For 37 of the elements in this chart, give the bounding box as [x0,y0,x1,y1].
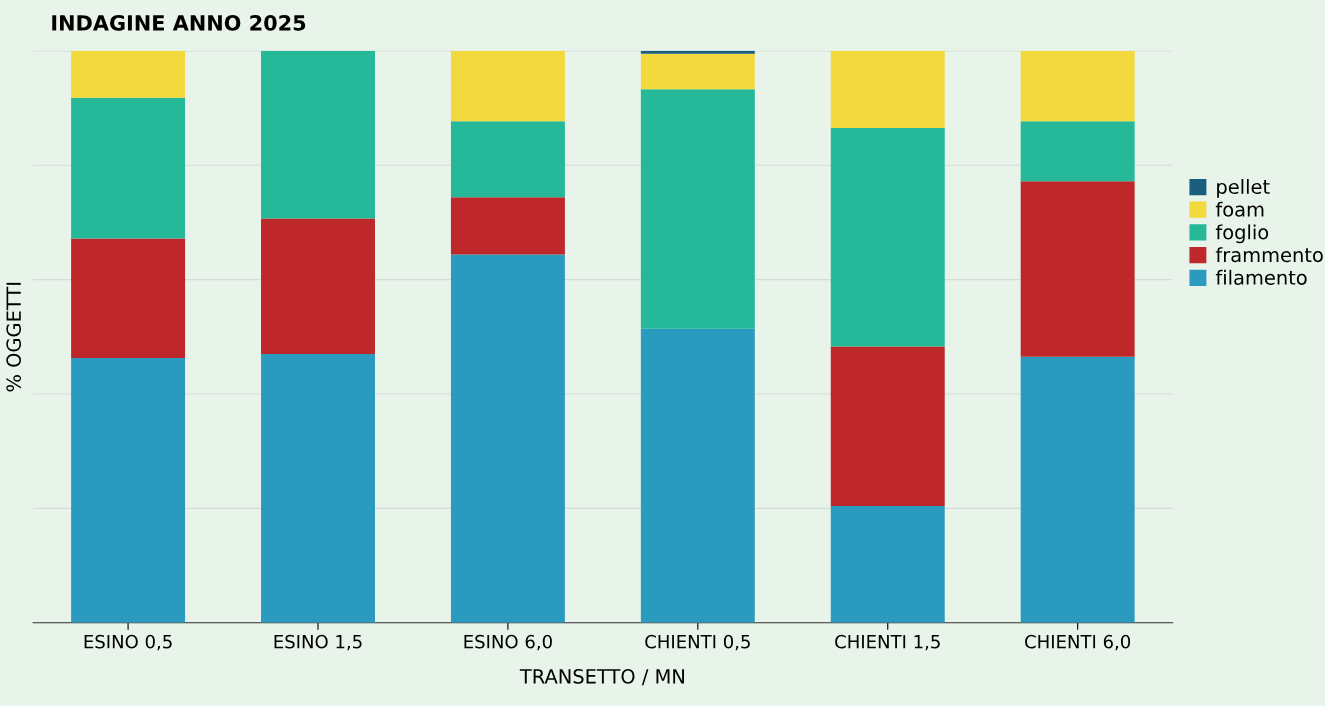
y-axis-title: % OGGETTI [6,282,22,392]
x-tick-label: ESINO 1,5 [274,634,362,651]
bar [261,50,375,219]
bar [450,121,565,198]
legend-label: frammento [1215,247,1323,263]
bar [71,50,186,98]
x-tick-label: ESINO 6,0 [464,634,552,651]
bar [450,50,565,122]
bar [830,346,945,507]
bar [71,97,186,239]
x-tick-label: ESINO 0,5 [84,634,172,651]
bar [640,53,755,90]
bar [261,353,375,623]
bar [450,254,565,623]
bar [640,50,755,54]
bar [450,197,565,255]
legend-label: pellet [1217,179,1270,198]
bar [640,328,755,623]
bar [261,218,375,354]
bar [1020,181,1135,357]
bar [830,506,945,623]
bar [830,50,945,129]
bar [71,238,186,358]
bar [71,357,186,623]
x-tick-label: CHIENTI 1,5 [835,634,940,651]
legend-label: filamento [1215,269,1307,285]
bar [1020,356,1135,623]
x-tick-label: CHIENTI 6,0 [1025,634,1131,651]
chart-title: INDAGINE ANNO 2025 [52,15,306,31]
bar [830,128,945,347]
legend-label: foglio [1215,224,1269,244]
bar [640,89,755,329]
x-tick-label: CHIENTI 0,5 [645,634,750,651]
bar [1020,50,1135,122]
bar [1020,121,1135,182]
legend-label: foam [1215,201,1264,217]
x-axis-title: TRANSETTO / MN [519,668,684,686]
